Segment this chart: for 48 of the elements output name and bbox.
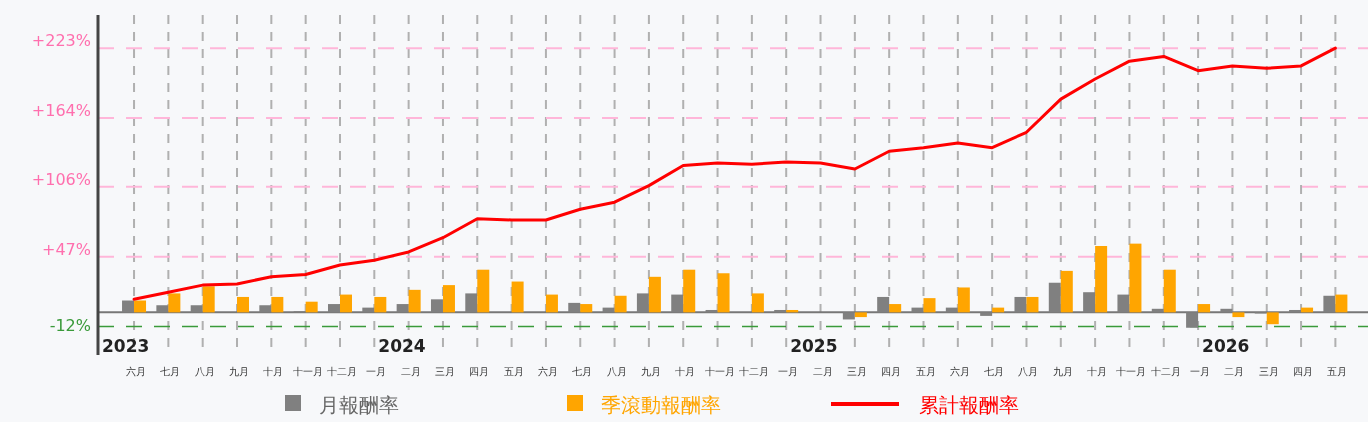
x-tick-label: 一月 (778, 366, 799, 377)
y-tick-label: +164% (31, 101, 91, 121)
x-tick-label: 十月 (263, 366, 284, 377)
x-tick-label: 九月 (1052, 366, 1073, 377)
x-tick-label: 三月 (1258, 366, 1279, 377)
y-tick-label: +47% (42, 239, 91, 259)
x-tick-label: 八月 (194, 366, 215, 377)
annotation: 2025 (790, 336, 838, 356)
x-tick-label: 十二月 (738, 366, 769, 377)
x-tick-label: 五月 (503, 366, 524, 377)
x-tick-label: 七月 (984, 366, 1005, 377)
x-tick-label: 十一月 (292, 366, 323, 377)
x-tick-label: 十二月 (1150, 366, 1181, 377)
y-tick-label: +223% (31, 31, 91, 51)
x-tick-label: 八月 (606, 366, 627, 377)
annotation: 2024 (378, 336, 426, 356)
x-tick-label: 二月 (812, 366, 833, 377)
y-tick-label: +106% (31, 169, 91, 189)
x-tick-label: 十月 (675, 366, 696, 377)
x-tick-label: 十一月 (1116, 366, 1147, 377)
x-tick-label: 三月 (434, 366, 455, 377)
x-tick-label: 六月 (949, 366, 970, 377)
x-tick-label: 二月 (400, 366, 421, 377)
x-tick-label: 四月 (881, 366, 902, 377)
x-tick-label: 九月 (229, 366, 250, 377)
x-tick-label: 六月 (537, 366, 558, 377)
x-tick-label: 一月 (366, 366, 387, 377)
legend-label: 季滾動報酬率 (601, 393, 721, 417)
legend-label: 累計報酬率 (919, 393, 1019, 417)
x-tick-label: 四月 (1293, 366, 1314, 377)
x-tick-label: 十一月 (704, 366, 735, 377)
x-tick-label: 四月 (469, 366, 490, 377)
x-tick-label: 九月 (640, 366, 661, 377)
annotation: 2023 (102, 336, 150, 356)
x-tick-label: 六月 (126, 366, 147, 377)
x-tick-label: 一月 (1190, 366, 1211, 377)
x-tick-label: 五月 (1327, 366, 1348, 377)
x-tick-label: 五月 (915, 366, 936, 377)
x-tick-label: 七月 (572, 366, 593, 377)
legend-label: 月報酬率 (319, 393, 399, 417)
x-tick-label: 十月 (1087, 366, 1108, 377)
x-tick-label: 八月 (1018, 366, 1039, 377)
x-tick-label: 二月 (1224, 366, 1245, 377)
annotation: 2026 (1202, 336, 1250, 356)
x-tick-label: 三月 (846, 366, 867, 377)
ref-line-label: -12% (49, 315, 91, 335)
x-tick-label: 七月 (160, 366, 181, 377)
x-tick-label: 十二月 (326, 366, 357, 377)
